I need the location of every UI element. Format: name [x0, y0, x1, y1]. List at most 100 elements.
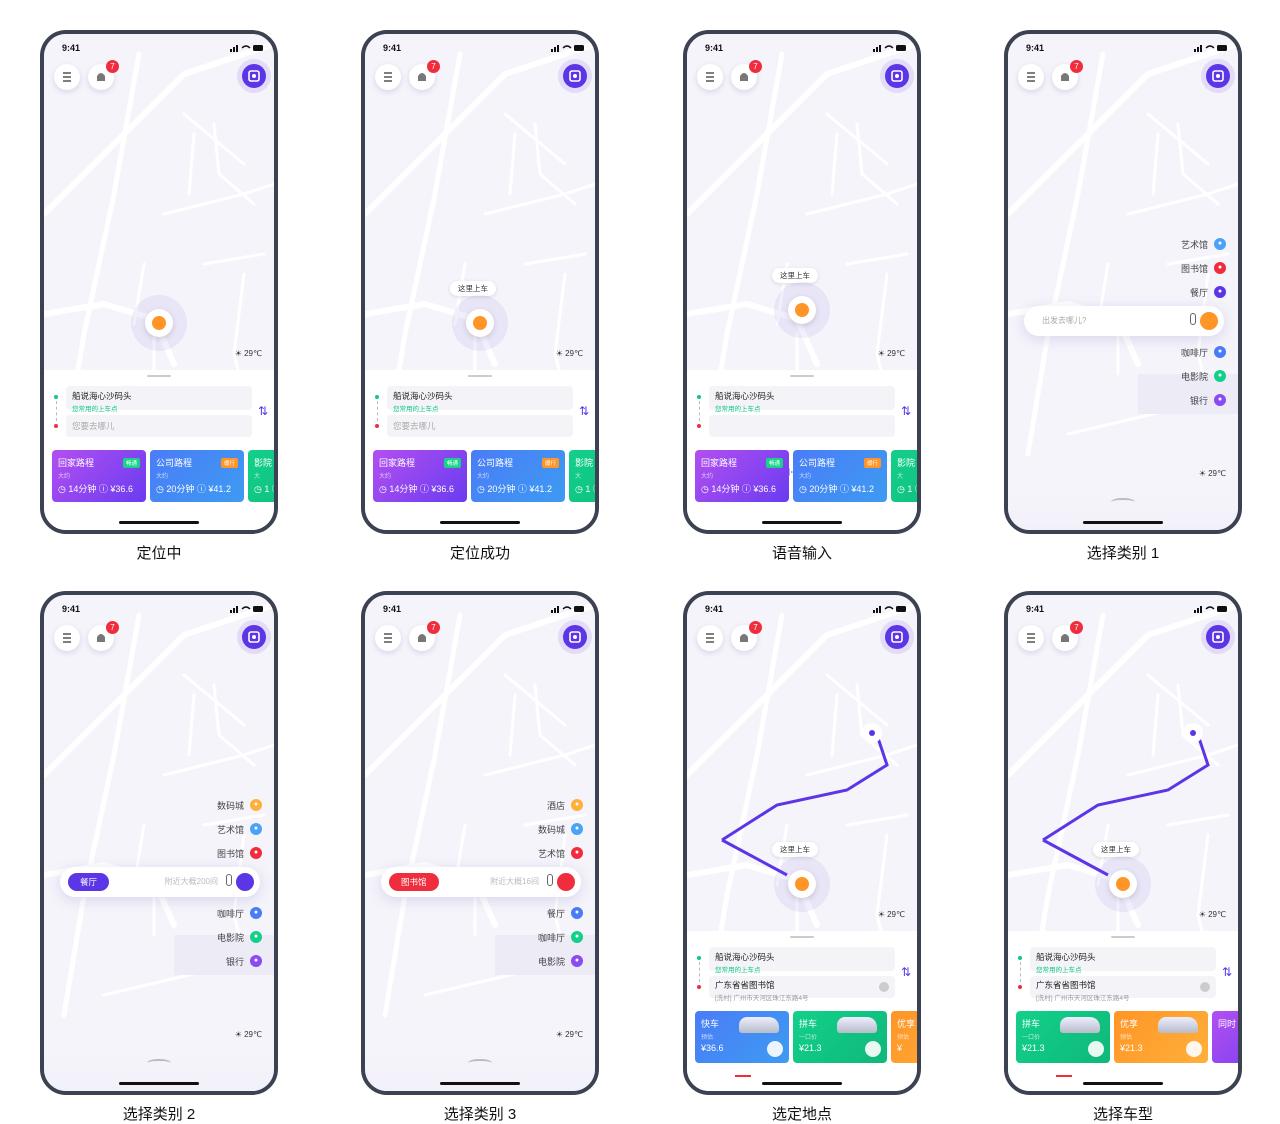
category-item[interactable]: 电影院 ●	[1181, 364, 1226, 388]
category-item[interactable]: 银行 ●	[1181, 388, 1226, 412]
category-item[interactable]: 餐厅 ●	[1181, 280, 1226, 304]
select-arrow-icon[interactable]	[1088, 1041, 1104, 1057]
car-type-card[interactable]: 快车 预估 ¥36.6	[695, 1011, 789, 1063]
swap-icon[interactable]: ⇅	[257, 404, 268, 418]
pickup-marker[interactable]	[788, 870, 816, 898]
category-item[interactable]: 图书馆 ●	[1181, 256, 1226, 280]
category-item[interactable]: 电影院 ●	[538, 949, 583, 973]
menu-button[interactable]	[375, 64, 401, 90]
category-item[interactable]: 酒店 ●	[538, 793, 583, 817]
scan-button[interactable]	[242, 64, 266, 88]
search-bar[interactable]: 图书馆 附近大概16间	[381, 867, 581, 897]
category-button[interactable]	[557, 873, 575, 891]
menu-button[interactable]	[697, 64, 723, 90]
mic-icon[interactable]	[1190, 313, 1196, 325]
car-type-card[interactable]: 拼车 一口价 ¥21.3	[793, 1011, 887, 1063]
pickup-marker[interactable]	[788, 296, 816, 324]
car-type-card[interactable]: 同时	[1212, 1011, 1238, 1063]
route-card[interactable]: 影院 大 ◷ 1 ⓘ	[248, 450, 274, 502]
sheet-handle[interactable]	[1111, 936, 1135, 938]
destination-input[interactable]: 您要去哪儿	[66, 415, 252, 437]
route-card[interactable]: 公司路程 缓行 大约 ◷ 20分钟 ⓘ ¥41.2	[793, 450, 887, 502]
scan-button[interactable]	[1206, 625, 1230, 649]
destination-field[interactable]: 广东省省图书馆 [洗村] 广州市天河区珠江东路4号	[1030, 976, 1216, 1002]
expand-arrow-icon[interactable]	[147, 1059, 171, 1067]
screen-caption: 选定地点	[771, 1106, 832, 1123]
car-type-card[interactable]: 拼车 一口价 ¥21.3	[1016, 1011, 1110, 1063]
category-item[interactable]: 数码城 ●	[217, 793, 262, 817]
scan-button[interactable]	[1206, 64, 1230, 88]
swap-icon[interactable]: ⇅	[900, 965, 911, 979]
category-item[interactable]: 数码城 ●	[538, 817, 583, 841]
expand-arrow-icon[interactable]	[468, 1059, 492, 1067]
clear-icon[interactable]	[1200, 982, 1210, 992]
route-card[interactable]: 回家路程 畅通 大约 ◷ 14分钟 ⓘ ¥36.6	[52, 450, 146, 502]
selected-category-pill[interactable]: 餐厅	[68, 873, 110, 891]
sheet-handle[interactable]	[468, 375, 492, 377]
category-item[interactable]: 咖啡厅 ●	[538, 925, 583, 949]
category-item[interactable]: 咖啡厅 ●	[1181, 340, 1226, 364]
clock-icon: ◷	[701, 484, 709, 494]
select-arrow-icon[interactable]	[767, 1041, 783, 1057]
category-item[interactable]: 图书馆 ●	[217, 841, 262, 865]
swap-icon[interactable]: ⇅	[900, 404, 911, 418]
route-card[interactable]: 公司路程 缓行 大约 ◷ 20分钟 ⓘ ¥41.2	[471, 450, 565, 502]
category-item[interactable]: 艺术馆 ●	[1181, 232, 1226, 256]
origin-field[interactable]: 船说海心沙码头 您常用的上车点	[709, 386, 895, 413]
route-card-price: ¥36.6	[110, 484, 133, 494]
menu-button[interactable]	[54, 64, 80, 90]
origin-subtitle: 您常用的上车点	[393, 406, 439, 413]
route-card[interactable]: 回家路程 畅通 大约 ◷ 14分钟 ⓘ ¥36.6	[695, 450, 789, 502]
route-card[interactable]: 影院 大 ◷ 1 ⓘ	[569, 450, 595, 502]
menu-button[interactable]	[375, 625, 401, 651]
swap-icon[interactable]: ⇅	[1221, 965, 1232, 979]
scan-button[interactable]	[885, 64, 909, 88]
origin-field[interactable]: 船说海心沙码头 您常用的上车点	[709, 947, 895, 974]
category-item[interactable]: 银行 ●	[217, 949, 262, 973]
menu-button[interactable]	[54, 625, 80, 651]
expand-arrow-icon[interactable]	[1111, 498, 1135, 506]
origin-field[interactable]: 船说海心沙码头 您常用的上车点	[66, 386, 252, 413]
destination-input[interactable]: 您要去哪儿	[387, 415, 573, 437]
scan-button[interactable]	[885, 625, 909, 649]
category-item[interactable]: 艺术馆 ●	[217, 817, 262, 841]
car-type-card[interactable]: 优享 预估 ¥21.3	[1114, 1011, 1208, 1063]
route-card-price: ¥41.2	[208, 484, 231, 494]
voice-input-field[interactable]	[709, 415, 895, 477]
search-bar[interactable]: 餐厅 附近大概200间	[60, 867, 260, 897]
pickup-marker[interactable]	[1109, 870, 1137, 898]
sheet-handle[interactable]	[147, 375, 171, 377]
category-button[interactable]	[236, 873, 254, 891]
mic-icon[interactable]	[226, 874, 232, 886]
search-bar[interactable]: 出发去哪儿?	[1024, 306, 1224, 336]
clear-icon[interactable]	[879, 982, 889, 992]
swap-icon[interactable]: ⇅	[578, 404, 589, 418]
sheet-handle[interactable]	[790, 936, 814, 938]
destination-field[interactable]: 广东省省图书馆 [洗村] 广州市天河区珠江东路4号	[709, 976, 895, 1002]
menu-button[interactable]	[1018, 625, 1044, 651]
category-label: 咖啡厅	[1180, 347, 1208, 358]
sheet-handle[interactable]	[790, 375, 814, 377]
origin-field[interactable]: 船说海心沙码头 您常用的上车点	[387, 386, 573, 413]
category-item[interactable]: 餐厅 ●	[538, 901, 583, 925]
route-card[interactable]: 影院 大 ◷ 1 ⓘ	[891, 450, 917, 502]
select-arrow-icon[interactable]	[1186, 1041, 1202, 1057]
route-card[interactable]: 公司路程 缓行 大约 ◷ 20分钟 ⓘ ¥41.2	[150, 450, 244, 502]
category-item[interactable]: 咖啡厅 ●	[217, 901, 262, 925]
route-card[interactable]: 回家路程 畅通 大约 ◷ 14分钟 ⓘ ¥36.6	[373, 450, 467, 502]
notification-button[interactable]	[409, 625, 435, 651]
selected-category-pill[interactable]: 图书馆	[389, 873, 439, 891]
scan-button[interactable]	[563, 64, 587, 88]
pickup-marker[interactable]	[466, 309, 494, 337]
category-item[interactable]: 电影院 ●	[217, 925, 262, 949]
car-type-card[interactable]: 优享 预估 ¥	[891, 1011, 917, 1063]
category-item[interactable]: 艺术馆 ●	[538, 841, 583, 865]
select-arrow-icon[interactable]	[865, 1041, 881, 1057]
scan-button[interactable]	[242, 625, 266, 649]
menu-button[interactable]	[1018, 64, 1044, 90]
mic-icon[interactable]	[547, 874, 553, 886]
location-button[interactable]	[1200, 312, 1218, 330]
origin-field[interactable]: 船说海心沙码头 您常用的上车点	[1030, 947, 1216, 974]
menu-button[interactable]	[697, 625, 723, 651]
scan-button[interactable]	[563, 625, 587, 649]
